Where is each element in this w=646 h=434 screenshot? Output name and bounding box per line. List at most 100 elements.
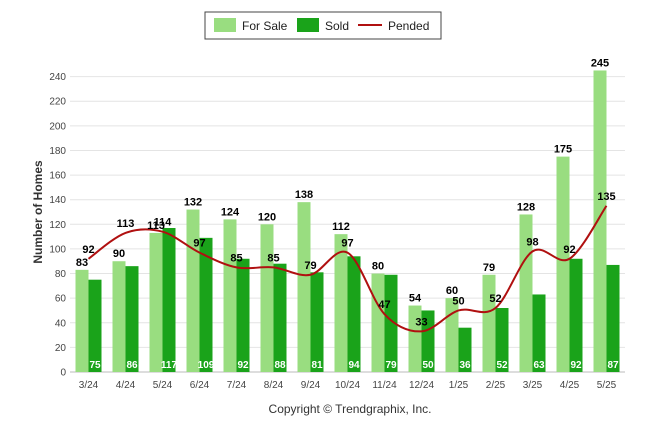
copyright-text: Copyright © Trendgraphix, Inc. [269,402,432,416]
legend-label-pended: Pended [388,19,429,33]
sold-value-label: 79 [385,360,397,371]
bar-sold [384,274,398,372]
for-sale-value-label: 132 [184,197,202,209]
pended-value-label: 92 [82,244,94,256]
bar-for-sale [482,274,496,372]
bar-for-sale [445,298,459,372]
bar-sold [606,264,620,372]
pended-value-label: 79 [304,260,316,272]
bar-sold [162,228,176,372]
bar-for-sale [75,269,89,372]
sold-value-label: 75 [89,360,101,371]
pended-value-label: 85 [230,252,242,264]
bar-sold [273,263,287,372]
bar-for-sale [371,273,385,372]
sold-value-label: 117 [161,360,178,371]
x-tick-label: 2/25 [486,380,506,391]
x-tick-label: 4/24 [116,380,136,391]
y-tick-label: 180 [49,146,66,157]
pended-value-label: 92 [563,244,575,256]
pended-value-label: 47 [378,299,390,311]
sold-value-label: 109 [198,360,215,371]
x-tick-label: 7/24 [227,380,247,391]
y-tick-label: 160 [49,171,66,182]
for-sale-value-label: 124 [221,206,240,218]
pended-value-label: 50 [452,295,464,307]
pended-value-label: 33 [415,316,427,328]
bar-sold [310,272,324,372]
sold-value-label: 36 [459,360,471,371]
bar-for-sale [334,234,348,372]
bar-sold [569,258,583,372]
x-tick-label: 5/25 [597,380,617,391]
x-tick-label: 1/25 [449,380,469,391]
sold-value-label: 88 [274,360,286,371]
y-tick-label: 120 [49,220,66,231]
for-sale-value-label: 245 [591,57,609,69]
y-axis-ticks: 0 20 40 60 80 100 120 140 160 180 200 220 240 [49,72,66,378]
for-sale-value-label: 120 [258,211,276,223]
bar-for-sale [260,224,274,372]
y-tick-label: 20 [55,343,67,354]
sold-value-label: 81 [311,360,323,371]
bar-for-sale [593,70,607,372]
y-tick-label: 140 [49,195,66,206]
bar-sold [88,279,102,372]
for-sale-value-label: 60 [446,285,458,297]
legend-swatch-sold [297,18,319,32]
pended-value-label: 114 [154,217,173,229]
for-sale-value-label: 83 [76,257,88,269]
bar-for-sale [408,305,422,372]
sold-value-label: 52 [496,360,508,371]
bar-for-sale [186,209,200,372]
for-sale-value-label: 138 [295,189,313,201]
pended-value-label: 98 [526,236,538,248]
pended-value-label: 97 [193,238,205,250]
bar-series [75,70,620,372]
y-tick-label: 80 [55,269,67,280]
sold-value-label: 50 [422,360,434,371]
pended-value-label: 52 [489,293,501,305]
bar-sold [125,266,139,372]
for-sale-value-label: 54 [409,293,422,305]
bar-sold [347,256,361,372]
legend-label-for-sale: For Sale [242,19,288,33]
bar-for-sale [223,219,237,372]
x-tick-label: 10/24 [335,380,360,391]
x-tick-label: 12/24 [409,380,434,391]
y-tick-label: 40 [55,318,67,329]
bar-for-sale [112,261,126,372]
for-sale-value-label: 80 [372,261,384,273]
bar-for-sale [297,202,311,372]
y-axis-title: Number of Homes [31,160,45,264]
sold-value-label: 92 [570,360,582,371]
for-sale-value-label: 112 [332,221,350,233]
x-tick-label: 11/24 [372,380,397,391]
bar-for-sale [149,232,163,372]
sold-value-label: 87 [607,360,619,371]
bar-sold [199,237,213,372]
sold-value-label: 63 [533,360,545,371]
sold-value-label: 86 [126,360,138,371]
data-labels: 83 75 92 90 86 113 113 117 114 132 109 97 124 92 85 120… [76,57,619,371]
x-tick-label: 4/25 [560,380,580,391]
x-tick-label: 3/24 [79,380,99,391]
pended-value-label: 85 [267,252,279,264]
pended-value-label: 113 [117,218,135,230]
bar-sold [236,258,250,372]
x-axis-ticks: 3/24 4/24 5/24 6/24 7/24 8/24 9/24 10/24 11/24 12… [79,380,617,391]
x-tick-label: 3/25 [523,380,543,391]
for-sale-value-label: 90 [113,248,125,260]
pended-line [87,205,608,333]
y-tick-label: 0 [60,368,66,379]
bar-sold [495,308,509,372]
for-sale-value-label: 128 [517,201,535,213]
bar-sold [421,310,435,372]
y-tick-label: 240 [49,72,66,83]
x-tick-label: 6/24 [190,380,210,391]
sold-value-label: 92 [237,360,249,371]
legend-box [204,11,442,40]
y-tick-label: 200 [49,121,66,132]
